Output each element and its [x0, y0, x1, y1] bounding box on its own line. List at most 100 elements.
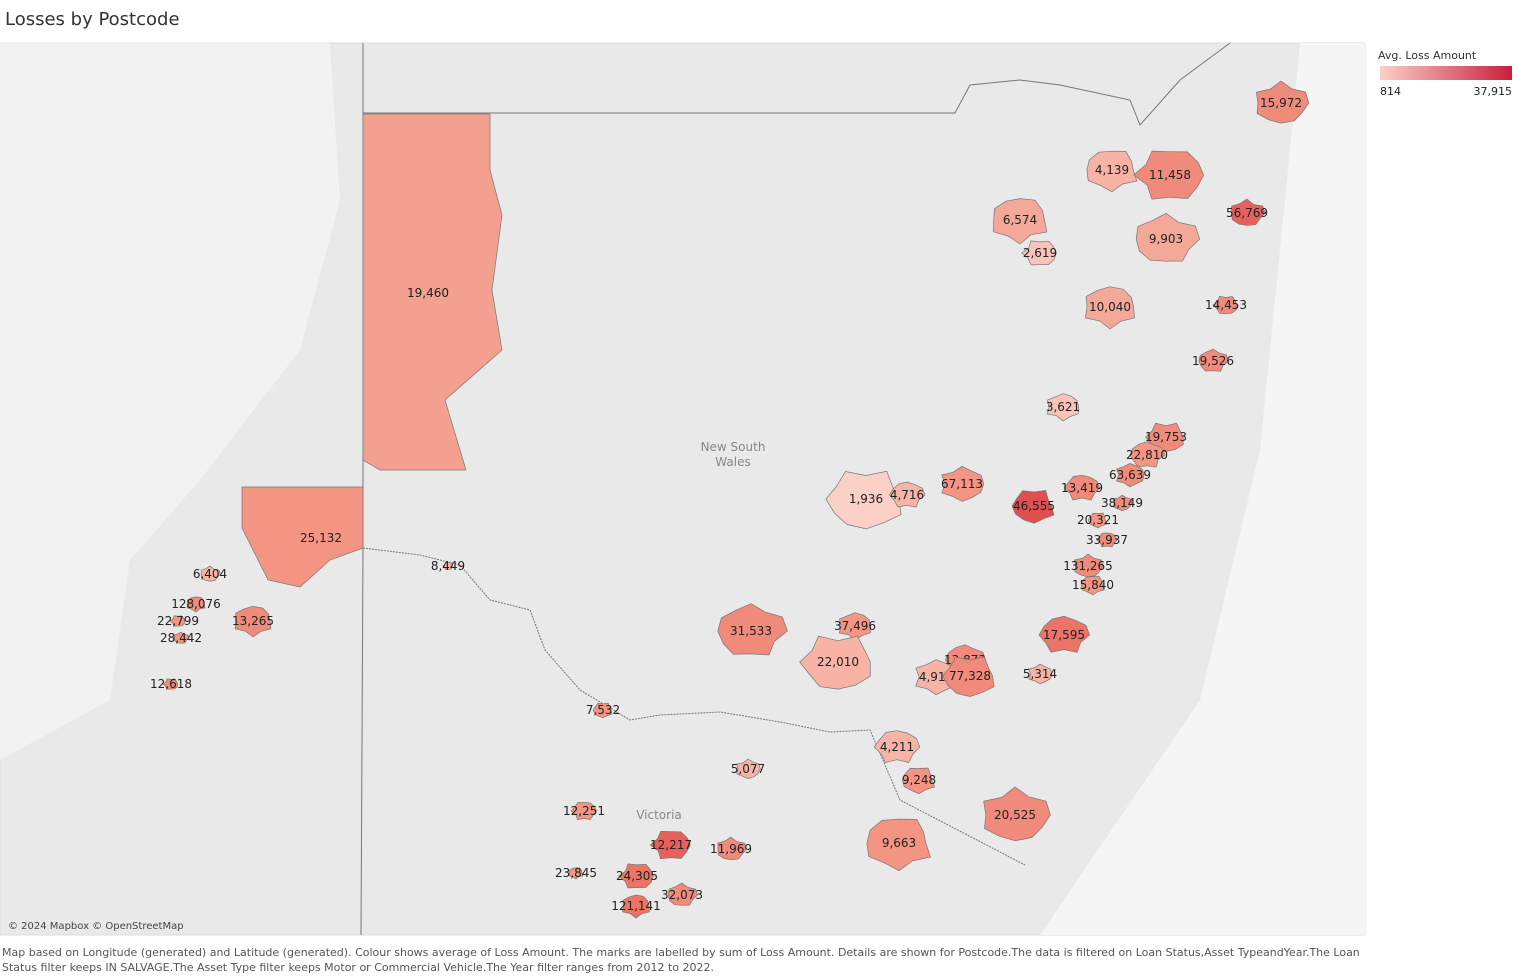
postcode-area	[1038, 615, 1091, 653]
region-label: 20,321	[1077, 513, 1119, 527]
region-label: 12,251	[563, 804, 605, 818]
region-label: 19,460	[407, 286, 449, 300]
place-label: New South	[701, 440, 766, 454]
region-label: 3,621	[1046, 400, 1080, 414]
region-label: 2,619	[1023, 246, 1057, 260]
postcode-area	[1112, 494, 1133, 511]
postcode-area	[649, 831, 691, 860]
postcode-area	[200, 565, 221, 582]
postcode-area	[1129, 441, 1166, 468]
postcode-area	[569, 867, 584, 880]
legend-bar	[1380, 66, 1512, 80]
region-label: 19,526	[1192, 354, 1234, 368]
region-label: 37,496	[834, 619, 876, 633]
region-label: 4,211	[880, 740, 914, 754]
footnote: Map based on Longitude (generated) and L…	[2, 946, 1360, 974]
postcode-area	[1074, 553, 1104, 578]
region-label: 8,449	[431, 559, 465, 573]
region-label: 22,010	[817, 655, 859, 669]
postcode-area	[983, 786, 1051, 842]
legend-max: 37,915	[1474, 85, 1513, 98]
postcode-area	[1086, 150, 1138, 193]
postcode-area	[622, 894, 650, 919]
postcode-area	[1085, 286, 1135, 330]
postcode-area	[825, 470, 902, 530]
border	[362, 547, 1026, 866]
region-label: 32,073	[661, 888, 703, 902]
map: New South Wales Victoria © 2024 Mapbox ©…	[0, 42, 1513, 936]
postcode-area	[717, 836, 747, 861]
sea	[0, 43, 340, 760]
region-label: 14,453	[1205, 298, 1247, 312]
postcode-area	[1145, 422, 1184, 452]
region-label: 9,663	[882, 836, 916, 850]
region-label: 121,141	[611, 899, 661, 913]
postcode-area	[717, 603, 788, 656]
postcode-area	[1046, 393, 1080, 422]
postcode-area	[234, 605, 272, 638]
region-label: 19,753	[1145, 430, 1187, 444]
region-label: 22,799	[157, 614, 199, 628]
region-label: 5,314	[1023, 667, 1057, 681]
postcode-area	[618, 863, 654, 889]
region-label: 4,139	[1095, 163, 1129, 177]
postcode-area	[362, 113, 503, 471]
legend-min: 814	[1380, 85, 1401, 98]
region-label: 12,618	[150, 677, 192, 691]
postcode-area	[1212, 295, 1238, 315]
region-label: 9,248	[902, 773, 936, 787]
region-label: 15,972	[1260, 96, 1302, 110]
postcode-area	[1028, 663, 1053, 685]
postcode-area	[873, 730, 921, 764]
region-label: 13,419	[1061, 481, 1103, 495]
region-label: 1,936	[849, 492, 883, 506]
postcode-area	[173, 631, 190, 644]
postcode-area	[241, 486, 364, 588]
border	[363, 42, 1231, 126]
region-label: 46,555	[1013, 499, 1055, 513]
region-label: 25,132	[300, 531, 342, 545]
place-label: Wales	[715, 455, 750, 469]
region-label: 11,458	[1149, 168, 1191, 182]
region-label: 17,595	[1043, 628, 1085, 642]
postcode-area	[915, 659, 958, 696]
attribution: © 2024 Mapbox © OpenStreetMap	[8, 921, 184, 932]
region-label: 28,442	[160, 631, 202, 645]
postcode-area	[1096, 532, 1118, 548]
postcode-area	[1011, 490, 1055, 524]
postcode-area	[667, 882, 698, 906]
postcode-area	[1135, 212, 1201, 262]
postcode-area	[736, 758, 761, 779]
postcode-area	[1133, 150, 1205, 200]
postcode-area	[993, 198, 1048, 245]
sea	[1040, 43, 1365, 935]
postcode-area	[570, 801, 597, 821]
postcode-area	[1116, 463, 1145, 488]
region-label: 24,305	[616, 869, 658, 883]
region-label: 15,840	[1072, 578, 1114, 592]
region-label: 10,040	[1089, 300, 1131, 314]
postcode-area	[442, 562, 454, 570]
postcode-area	[902, 767, 936, 795]
region-label: 131,265	[1063, 559, 1113, 573]
region-label: 11,969	[710, 842, 752, 856]
postcode-area	[1063, 475, 1101, 501]
region-label: 33,937	[1086, 533, 1128, 547]
region-label: 6,404	[193, 567, 227, 581]
region-label: 12,217	[650, 838, 692, 852]
postcode-area	[186, 596, 206, 613]
postcode-area	[1198, 348, 1230, 372]
region-label: 128,076	[171, 597, 221, 611]
region-label: 56,769	[1226, 206, 1268, 220]
postcode-area	[799, 635, 871, 690]
region-label: 5,077	[731, 762, 765, 776]
legend-title: Avg. Loss Amount	[1378, 49, 1477, 62]
region-label: 6,574	[1003, 213, 1037, 227]
postcode-area	[1231, 198, 1266, 226]
postcode-area	[1081, 576, 1105, 596]
region-label: 20,525	[994, 808, 1036, 822]
postcode-area	[162, 678, 179, 690]
region-label: 9,903	[1149, 232, 1183, 246]
region-label: 31,533	[730, 624, 772, 638]
